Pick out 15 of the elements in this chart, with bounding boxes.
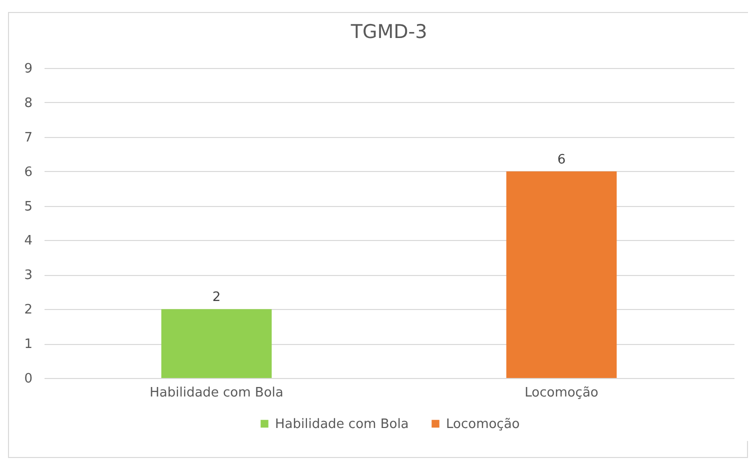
y-tick-label: 0 xyxy=(24,372,32,386)
y-tick-label: 2 xyxy=(24,302,32,318)
data-label: 2 xyxy=(212,290,221,306)
y-tick-label: 4 xyxy=(24,234,32,249)
y-tick-label: 3 xyxy=(24,268,32,284)
y-tick-label: 7 xyxy=(24,130,32,146)
legend-label: Locomoção xyxy=(446,416,520,432)
data-label: 6 xyxy=(557,152,566,168)
legend-label: Habilidade com Bola xyxy=(275,416,409,432)
y-tick-label: 9 xyxy=(24,62,32,76)
y-tick-label: 8 xyxy=(24,96,32,111)
chart-title: TGMD-3 xyxy=(350,21,428,43)
y-tick-label: 6 xyxy=(24,164,32,180)
y-tick-label: 1 xyxy=(24,337,32,352)
y-tick-label: 5 xyxy=(24,199,32,214)
